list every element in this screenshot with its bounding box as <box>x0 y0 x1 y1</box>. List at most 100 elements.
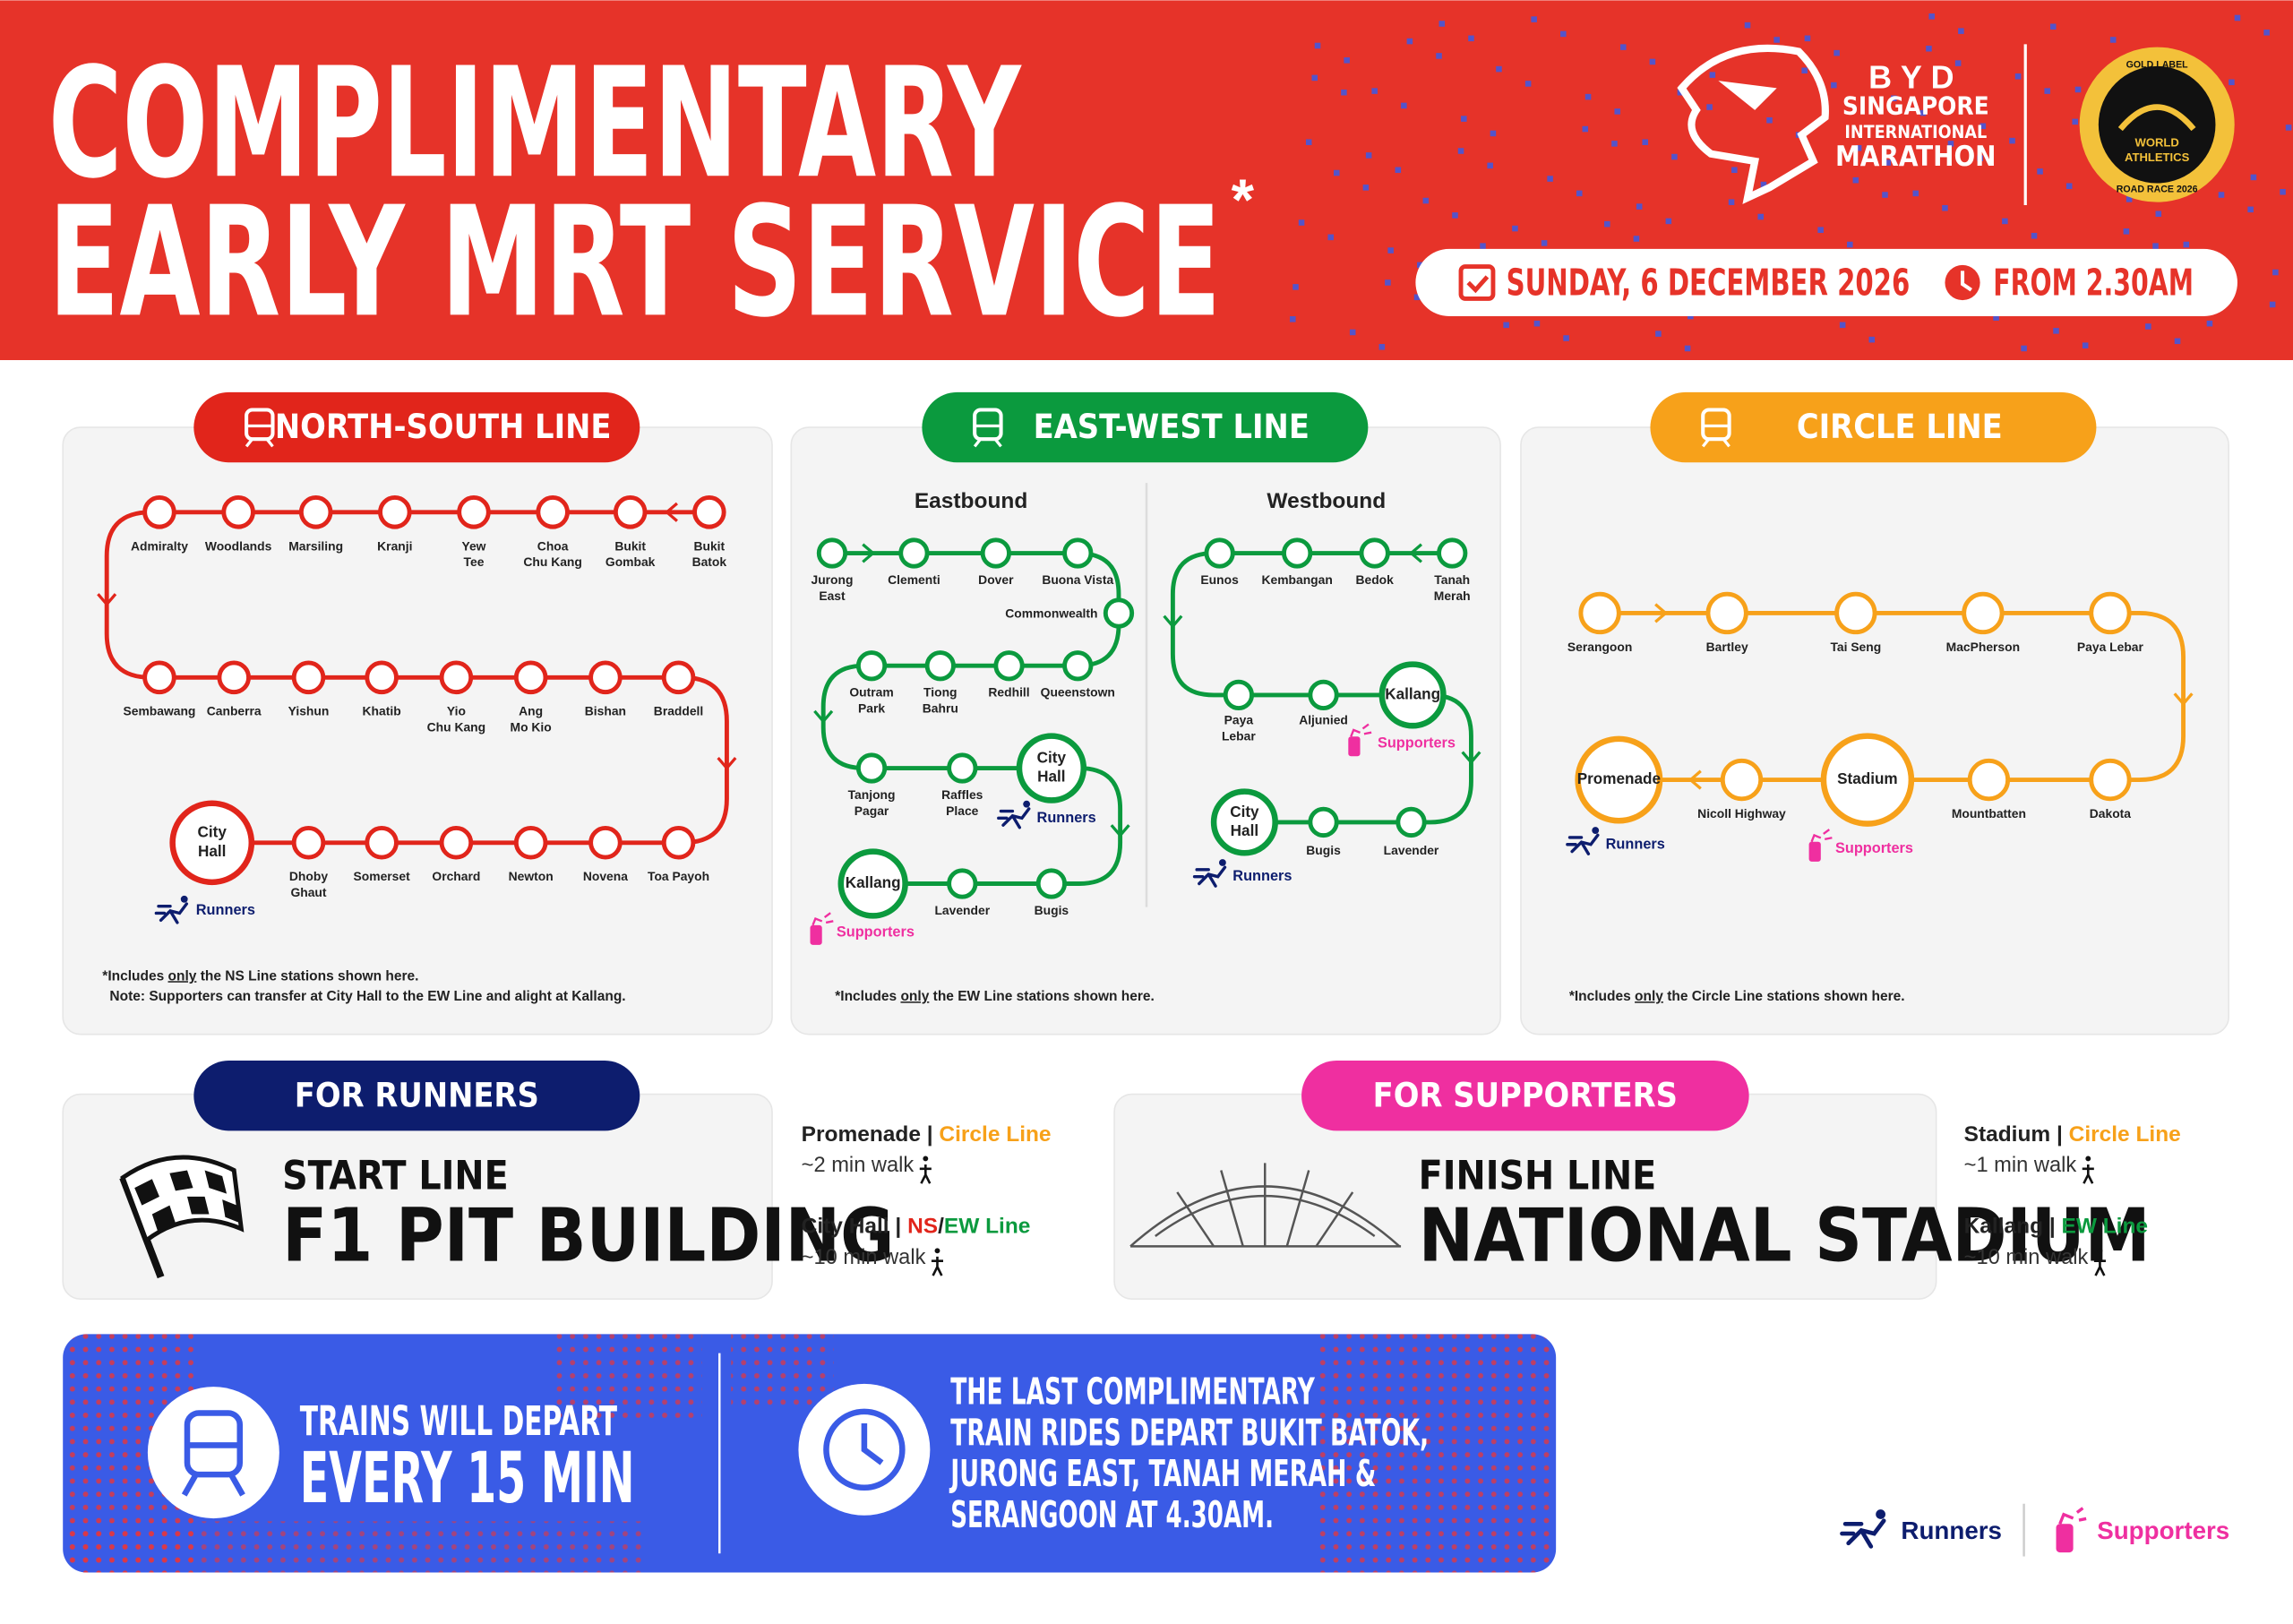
dot <box>1503 322 1509 329</box>
dot <box>1855 145 1862 151</box>
venue: NATIONAL STADIUM <box>1419 1194 2151 1279</box>
station <box>439 826 474 860</box>
clock-icon <box>823 1408 906 1491</box>
direction-arrow <box>1409 543 1423 563</box>
station <box>291 660 326 695</box>
runner-icon <box>180 895 188 903</box>
dot <box>1417 262 1423 269</box>
station-name: Buona Vista <box>1042 572 1113 587</box>
section-pill <box>1301 1061 1749 1131</box>
note-text: the NS Line stations shown here. <box>201 968 419 984</box>
dot <box>1928 13 1935 20</box>
interchange-station <box>169 800 255 886</box>
route: Promenade | Circle Line <box>802 1122 1052 1147</box>
station-name: Redhill <box>988 685 1029 700</box>
station <box>142 495 176 529</box>
dot <box>1847 241 1853 248</box>
pill-title: CIRCLE LINE <box>1797 407 2003 446</box>
station-name: Clementi <box>888 572 940 587</box>
station-name: City <box>198 823 228 841</box>
runner-icon <box>1218 859 1226 866</box>
station <box>536 495 570 529</box>
station-name: Toa Payoh <box>648 869 709 883</box>
dot <box>2009 137 2015 144</box>
dot <box>1292 284 1299 290</box>
station-name: Dhoby <box>289 869 328 883</box>
station-name: Tanah <box>1434 572 1470 587</box>
interchange-station <box>1575 735 1663 824</box>
event-logo-line: INTERNATIONAL <box>1844 122 1987 142</box>
note-text: Note: Supporters can transfer at City Ha… <box>109 989 625 1004</box>
route-line: Circle Line <box>939 1122 1051 1147</box>
station <box>947 868 978 899</box>
dots <box>731 1334 834 1407</box>
station-name: Woodlands <box>205 538 272 553</box>
dot <box>1817 227 1824 233</box>
station-name: Paya Lebar <box>2077 640 2144 654</box>
station <box>613 495 648 529</box>
dot <box>2229 79 2235 86</box>
dot <box>1406 38 1413 45</box>
station <box>378 495 412 529</box>
dot <box>2145 323 2151 330</box>
walk-time: ~10 min walk <box>1964 1246 2089 1269</box>
dot <box>1438 21 1446 27</box>
dot <box>1468 35 1474 42</box>
station-name: Bedok <box>1356 572 1395 587</box>
time: FROM 2.30AM <box>1993 262 2194 305</box>
station <box>661 660 696 695</box>
station-name: Hall <box>1231 821 1258 839</box>
train-icon <box>265 438 274 448</box>
dot <box>1947 141 1954 147</box>
dot <box>1852 176 1859 184</box>
dot <box>1541 240 1548 246</box>
station-name: Hall <box>198 842 226 860</box>
direction-arrow <box>1688 769 1702 790</box>
station <box>365 660 399 695</box>
section-pill <box>193 1061 640 1131</box>
station-name: East <box>819 589 846 603</box>
station <box>1308 679 1339 711</box>
dot <box>1327 234 1334 241</box>
station-name: Bartley <box>1706 640 1748 654</box>
note-text: *Includes <box>835 989 897 1004</box>
dot <box>1831 82 1837 89</box>
direction-arrow <box>1461 751 1481 765</box>
title-line: EARLY MRT SERVICE <box>48 174 1221 351</box>
banner-lead: TRAINS WILL DEPART <box>300 1397 617 1445</box>
note-emphasis: only <box>168 968 197 984</box>
dot <box>1611 141 1618 147</box>
dot <box>1290 316 1296 322</box>
direction-arrow <box>862 543 876 563</box>
title-line: COMPLIMENTARY <box>48 35 1022 212</box>
pill-title: EAST-WEST LINE <box>1034 407 1310 446</box>
supporters-tag: Supporters <box>1378 735 1456 752</box>
dots <box>555 1334 702 1422</box>
train-icon <box>181 1410 245 1497</box>
note-text: the EW Line stations shown here. <box>933 989 1155 1004</box>
dot <box>1422 197 1430 204</box>
station <box>298 495 333 529</box>
dot <box>1954 60 1962 66</box>
venue: F1 PIT BUILDING <box>282 1194 894 1279</box>
station <box>898 537 930 569</box>
dot <box>1958 28 1964 34</box>
station <box>980 537 1011 569</box>
dot <box>1804 35 1811 42</box>
station <box>816 537 848 569</box>
runner-icon <box>1192 865 1227 888</box>
runners-tag: Runners <box>1037 810 1096 826</box>
dot <box>1344 57 1350 64</box>
station-name: Gombak <box>605 554 656 569</box>
dot <box>1563 335 1569 341</box>
dot <box>1744 21 1751 29</box>
station <box>1103 597 1135 629</box>
station-name: Queenstown <box>1041 685 1115 700</box>
dot <box>1684 345 1691 352</box>
banner-last-train: SERANGOON AT 4.30AM. <box>950 1493 1274 1536</box>
supporter-icon <box>812 912 834 926</box>
dot <box>1385 279 1391 286</box>
note: *Includes only the EW Line stations show… <box>835 989 1155 1004</box>
station-name: Park <box>858 700 885 715</box>
